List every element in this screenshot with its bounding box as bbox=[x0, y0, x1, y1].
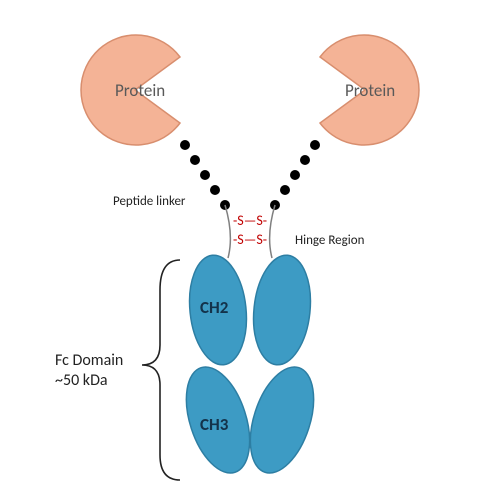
fc-domain-brace bbox=[142, 260, 180, 480]
fc-domain-label-1: Fc Domain bbox=[55, 351, 123, 370]
protein-left-label: Protein bbox=[115, 80, 165, 101]
ch3-right bbox=[238, 359, 325, 481]
ch2-label: CH2 bbox=[200, 297, 229, 318]
protein-right-label: Protein bbox=[345, 80, 395, 101]
fc-domain-label-2: ~50 kDa bbox=[55, 371, 108, 390]
linker-dot bbox=[280, 185, 290, 195]
peptide-linker-left bbox=[180, 140, 230, 210]
linker-dot bbox=[300, 155, 310, 165]
ch3-label: CH3 bbox=[200, 414, 229, 435]
hinge-line-left bbox=[225, 205, 230, 258]
hinge-line-right bbox=[270, 205, 275, 258]
hinge-region-label: Hinge Region bbox=[295, 233, 365, 248]
linker-dot bbox=[290, 170, 300, 180]
protein-right: Protein bbox=[320, 35, 419, 145]
ch2-right bbox=[248, 252, 315, 367]
peptide-linker-right bbox=[270, 140, 320, 210]
linker-dot bbox=[210, 185, 220, 195]
peptide-linker-label: Peptide linker bbox=[113, 194, 186, 209]
fc-fusion-diagram: Protein Protein Peptide linker -S—S- -S—… bbox=[0, 0, 500, 500]
disulfide-bottom: -S—S- bbox=[233, 231, 267, 248]
linker-dot bbox=[180, 140, 190, 150]
disulfide-top: -S—S- bbox=[233, 212, 267, 229]
protein-left: Protein bbox=[81, 35, 180, 145]
linker-dot bbox=[200, 170, 210, 180]
linker-dot bbox=[310, 140, 320, 150]
linker-dot bbox=[190, 155, 200, 165]
